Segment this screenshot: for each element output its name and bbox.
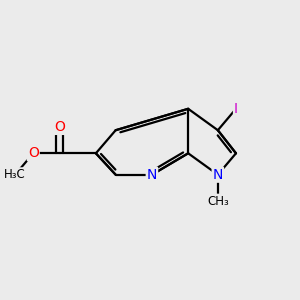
Text: H₃C: H₃C xyxy=(4,168,26,181)
Text: N: N xyxy=(147,168,157,182)
Text: O: O xyxy=(28,146,39,160)
Text: I: I xyxy=(234,102,238,116)
Text: N: N xyxy=(213,168,223,182)
Text: O: O xyxy=(54,120,65,134)
Text: CH₃: CH₃ xyxy=(207,195,229,208)
